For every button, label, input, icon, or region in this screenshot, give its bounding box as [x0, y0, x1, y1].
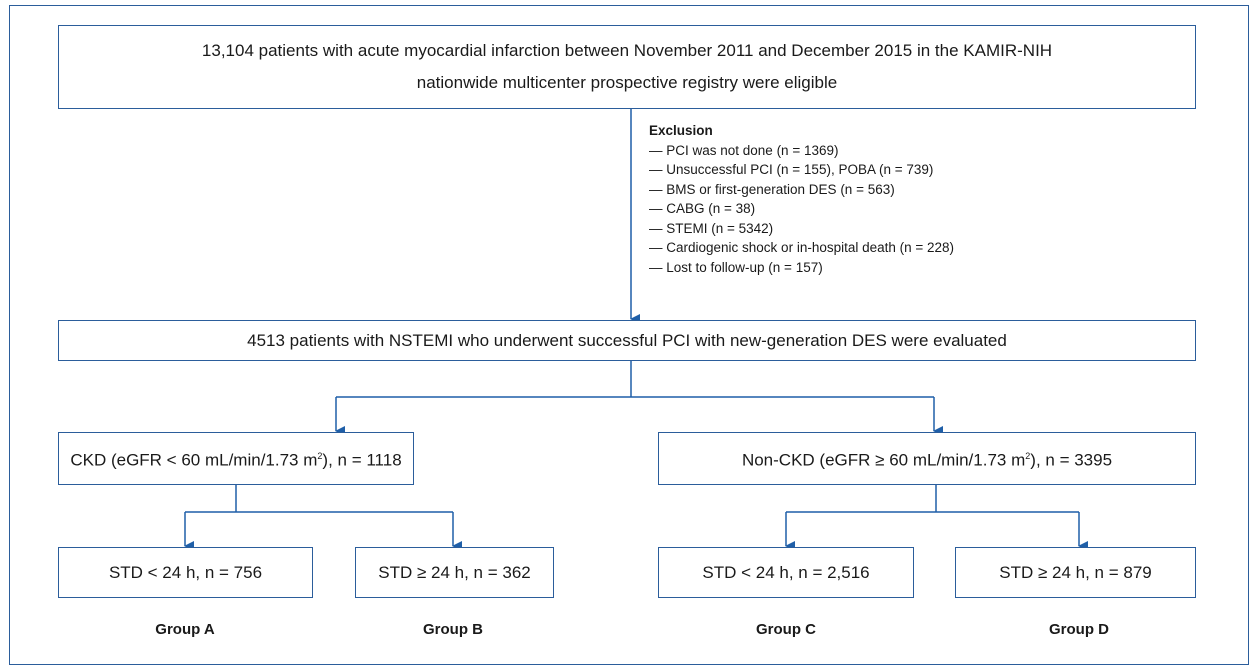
evaluated-box: 4513 patients with NSTEMI who underwent … [58, 320, 1196, 361]
evaluated-text: 4513 patients with NSTEMI who underwent … [247, 330, 1007, 350]
group-name: Group C [756, 621, 816, 638]
subgroup-label: STD ≥ 24 h, n = 362 [378, 562, 531, 582]
eligible-line: 13,104 patients with acute myocardial in… [201, 41, 1053, 60]
group-label-suffix: ), n = 3395 [1030, 450, 1113, 470]
subgroup-box: STD < 24 h, n = 756 [58, 547, 313, 598]
superscript: 2 [317, 451, 323, 462]
eligible-box: 13,104 patients with acute myocardial in… [58, 25, 1196, 109]
group-box: CKD (eGFR < 60 mL/min/1.73 m2), n = 1118 [58, 432, 414, 485]
group-name: Group B [423, 621, 483, 638]
group-name: Group A [155, 621, 215, 638]
exclusion-list: Exclusion — PCI was not done (n = 1369) … [649, 121, 954, 277]
exclusion-title: Exclusion [649, 123, 713, 138]
group-box: Non-CKD (eGFR ≥ 60 mL/min/1.73 m2), n = … [658, 432, 1196, 485]
exclusion-item: — Cardiogenic shock or in-hospital death… [649, 240, 955, 255]
subgroup-label: STD < 24 h, n = 2,516 [702, 562, 870, 582]
group-label: Non-CKD (eGFR ≥ 60 mL/min/1.73 m [741, 450, 1026, 470]
subgroup-box: STD ≥ 24 h, n = 879 [955, 547, 1196, 598]
subgroup-label: STD ≥ 24 h, n = 879 [999, 562, 1152, 582]
subgroup-box: STD < 24 h, n = 2,516 [658, 547, 914, 598]
eligible-line: nationwide multicenter prospective regis… [416, 73, 838, 92]
subgroup-box: STD ≥ 24 h, n = 362 [355, 547, 554, 598]
exclusion-item: — BMS or first-generation DES (n = 563) [649, 181, 895, 197]
superscript: 2 [1025, 451, 1031, 462]
group-label: CKD (eGFR < 60 mL/min/1.73 m [70, 450, 318, 470]
exclusion-item: — Unsuccessful PCI (n = 155), POBA (n = … [649, 162, 934, 177]
exclusion-item: — CABG (n = 38) [649, 201, 756, 216]
group-name: Group D [1049, 621, 1109, 638]
group-label-suffix: ), n = 1118 [322, 450, 402, 470]
exclusion-item: — PCI was not done (n = 1369) [649, 142, 839, 158]
exclusion-item: — STEMI (n = 5342) [649, 220, 774, 236]
exclusion-item: — Lost to follow-up (n = 157) [649, 259, 823, 275]
subgroup-label: STD < 24 h, n = 756 [108, 562, 263, 582]
